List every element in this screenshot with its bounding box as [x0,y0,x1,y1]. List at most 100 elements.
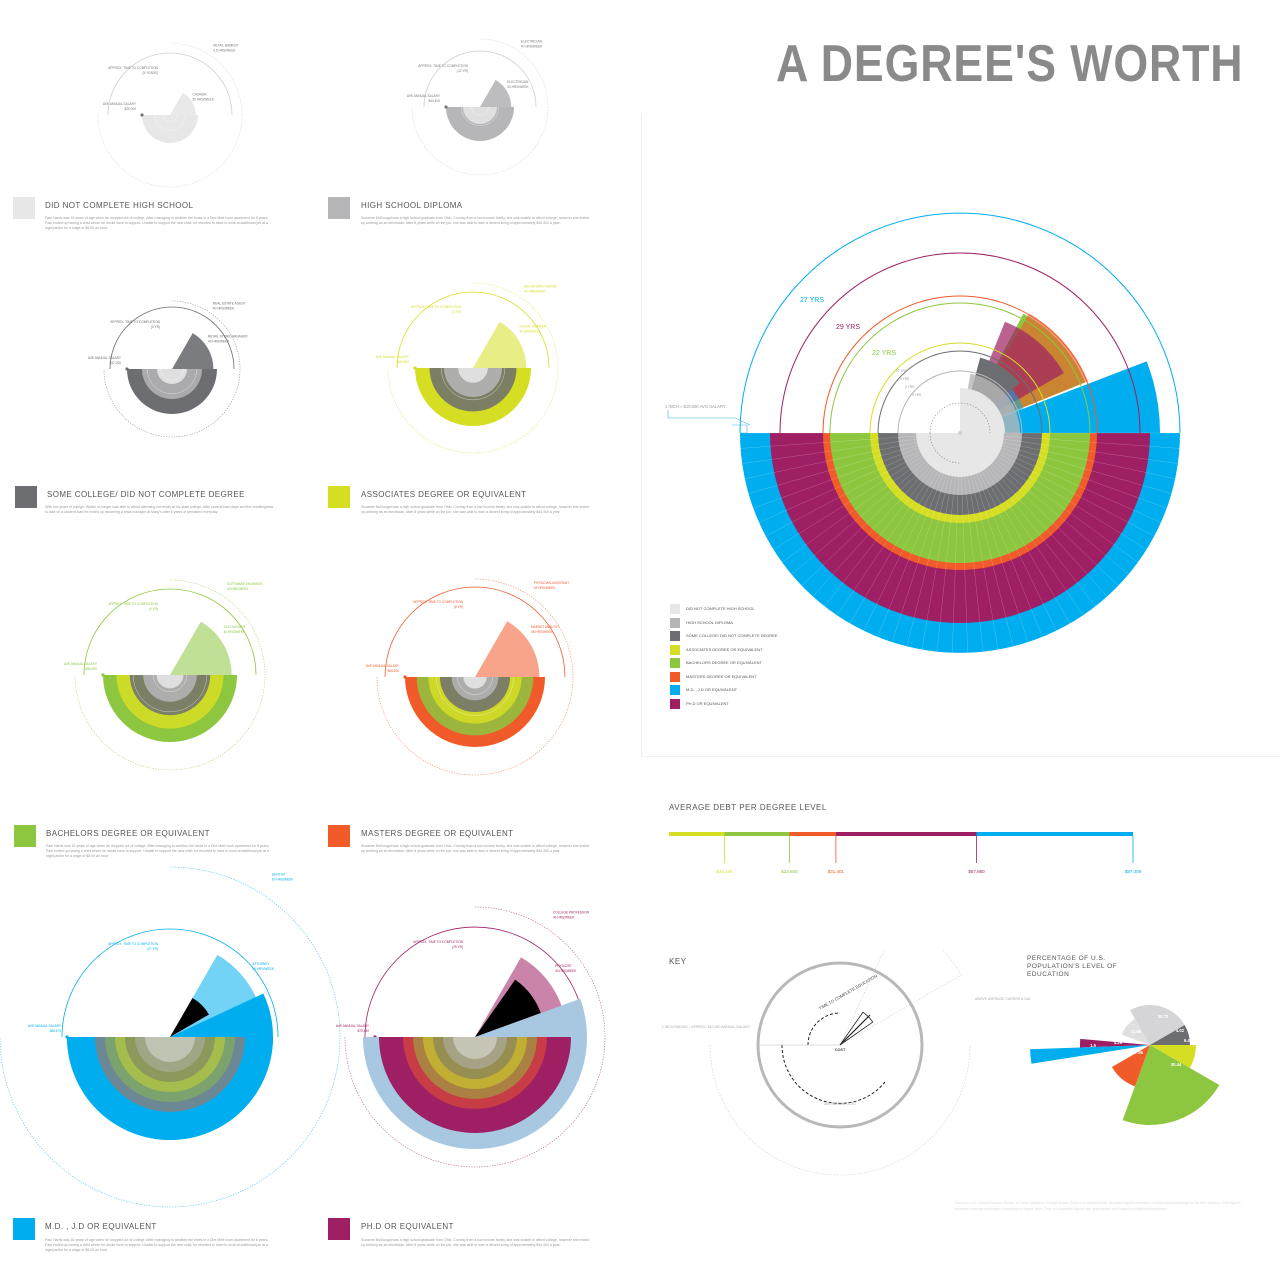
career-value: 40 HRS/WEEK [224,630,246,634]
time-arc [396,291,550,369]
pie-slice-hs [1130,1005,1185,1045]
years-label-phd: 29 YRS [836,324,860,331]
time-value: (3 YR) [151,325,160,329]
career-label: PHYSICIST [555,964,572,968]
spoke [758,450,920,523]
years-label-bachelors: 22 YRS [872,350,896,357]
above-value: 5.5 HRS/WEEK [213,49,236,53]
time-label: APPROX. TIME TO COMPLETION [418,64,468,68]
salary-value: $20,000 [124,107,136,111]
above-value: 40 HRS/WEEK [524,289,546,293]
salary-label: AVE ANNUAL SALARY [103,102,137,106]
pie-value-label: 7.95 [1135,1050,1144,1055]
md-salary-band [67,1037,273,1140]
salary-marker [125,367,129,371]
salary-label: AVE ANNUAL SALARY [64,662,98,666]
legend-swatch [670,658,680,668]
career-wedge [170,92,196,115]
caption-label: M.D. , J.D OR EQUIVALENT [45,1222,157,1231]
career-value: 40 HRS/WEEK [507,85,529,89]
career-label: ATTORNEY [252,962,270,966]
above-label: SOFTWARE ENGINEER [227,582,263,586]
career-label: ELECTRICIAN [507,80,529,84]
career-wedge [475,621,540,677]
pie-slice-no_hs [1121,1019,1150,1045]
phd-career-wedge [475,998,587,1037]
pie-chart-title: PERCENTAGE OF U.S. POPULATION'S LEVEL OF… [1027,955,1118,978]
above-label: PHYSICIAN ASSISTANT [534,581,569,585]
salary-value: $65,200 [387,669,399,673]
spoke [744,441,918,479]
debt-chart-title: AVERAGE DEBT PER DEGREE LEVEL [669,803,827,812]
pie-slice-md [1080,1038,1150,1048]
swatch-associates [328,486,350,508]
pie-value-label: 9.43 [1184,1038,1193,1043]
salary-band-no_hs [916,433,1004,477]
time-label: APPROX. TIME TO COMPLETION [108,66,158,70]
main-chart-panel [641,113,1280,757]
spoke [964,476,984,652]
above-value: 40 HRS/WEEK [553,916,575,920]
time-arc [83,588,257,676]
above-average-arc [74,579,266,771]
salary-value: $79,440 [357,1029,369,1033]
salary-value: $37,200 [109,361,121,365]
swatch-masters [328,825,350,847]
md-outer-band [67,993,273,1140]
career-value: 35 HRS/WEEK [192,97,214,101]
small-chart-no_hs: AVE ANNUAL SALARY$20,000 APPROX. TIME TO … [97,42,243,188]
inner-band [453,1037,497,1059]
career-label: CASHIER [192,92,207,96]
swatch-hs [328,197,350,219]
spoke [1002,444,1172,494]
caption-label: BACHELORS DEGREE OR EQUIVALENT [46,829,210,838]
debt-value-label: $10,444 [716,869,733,874]
spoke [877,473,944,638]
spoke [967,476,999,650]
above-value: 60 HRS/WEEK [272,878,294,882]
swatch-phd [328,1218,350,1240]
swatch-md [13,1218,35,1240]
spoke [849,471,939,624]
salary-label: AVE ANNUAL SALARY [376,355,410,359]
caption-label: SOME COLLEGE/ DID NOT COMPLETE DEGREE [47,490,245,499]
key-heading: KEY [669,957,687,966]
legend-swatch [670,645,680,655]
debt-value-label: $87,308 [1125,869,1142,874]
salary-label: AVE ANNUAL SALARY [366,664,400,668]
main-radial-chart: 27 YRS 29 YRS 22 YRS 12 YRS 9 YRS 2 YRS 4 YRS 1… [665,212,1181,653]
spoke [970,475,1014,647]
above-value: 40 HRS/WEEK [213,306,235,310]
debt-value-label: $57,860 [968,869,985,874]
spoke [781,458,925,563]
career-label: MARKET ANALYST [531,625,559,629]
spoke [773,456,923,550]
spoke [753,447,919,509]
spoke [812,465,931,597]
above-average-arc [411,38,549,176]
time-arc [384,586,566,678]
swatch-some-college [15,486,37,508]
spoke [891,474,947,643]
spoke [824,467,934,607]
debt-bar-segment [724,832,790,836]
spoke [981,471,1071,624]
population-pie-chart: 11.65 30.72 4.02 9.43 30.44 7.95 1.5 4.29 [1030,1005,1220,1125]
spoke [748,444,918,494]
salary-ring-hs [143,675,197,702]
above-average-arc [97,42,243,188]
time-arc [897,370,1023,434]
time-arc [61,928,279,1038]
time-arc [107,52,233,116]
legend-label: ASSOCIATES DEGREE OR EQUIVALENT [686,647,763,652]
key-radius-label: 1 INCH RADIUS – APPROX. $10,000 ANNUAL S… [662,1025,751,1029]
time-arc [423,50,537,108]
salary-ring-no_hs [142,115,198,143]
spoke [961,476,968,653]
spoke [1003,438,1178,464]
caption-body: Suzanne McDougal was a high school gradu… [361,216,590,226]
caption-body: Paul Harris was 16 years of age when he … [45,216,269,231]
time-value: (5 YEARS) [142,71,158,75]
spoke [936,476,956,652]
swatch-no-hs [13,197,35,219]
